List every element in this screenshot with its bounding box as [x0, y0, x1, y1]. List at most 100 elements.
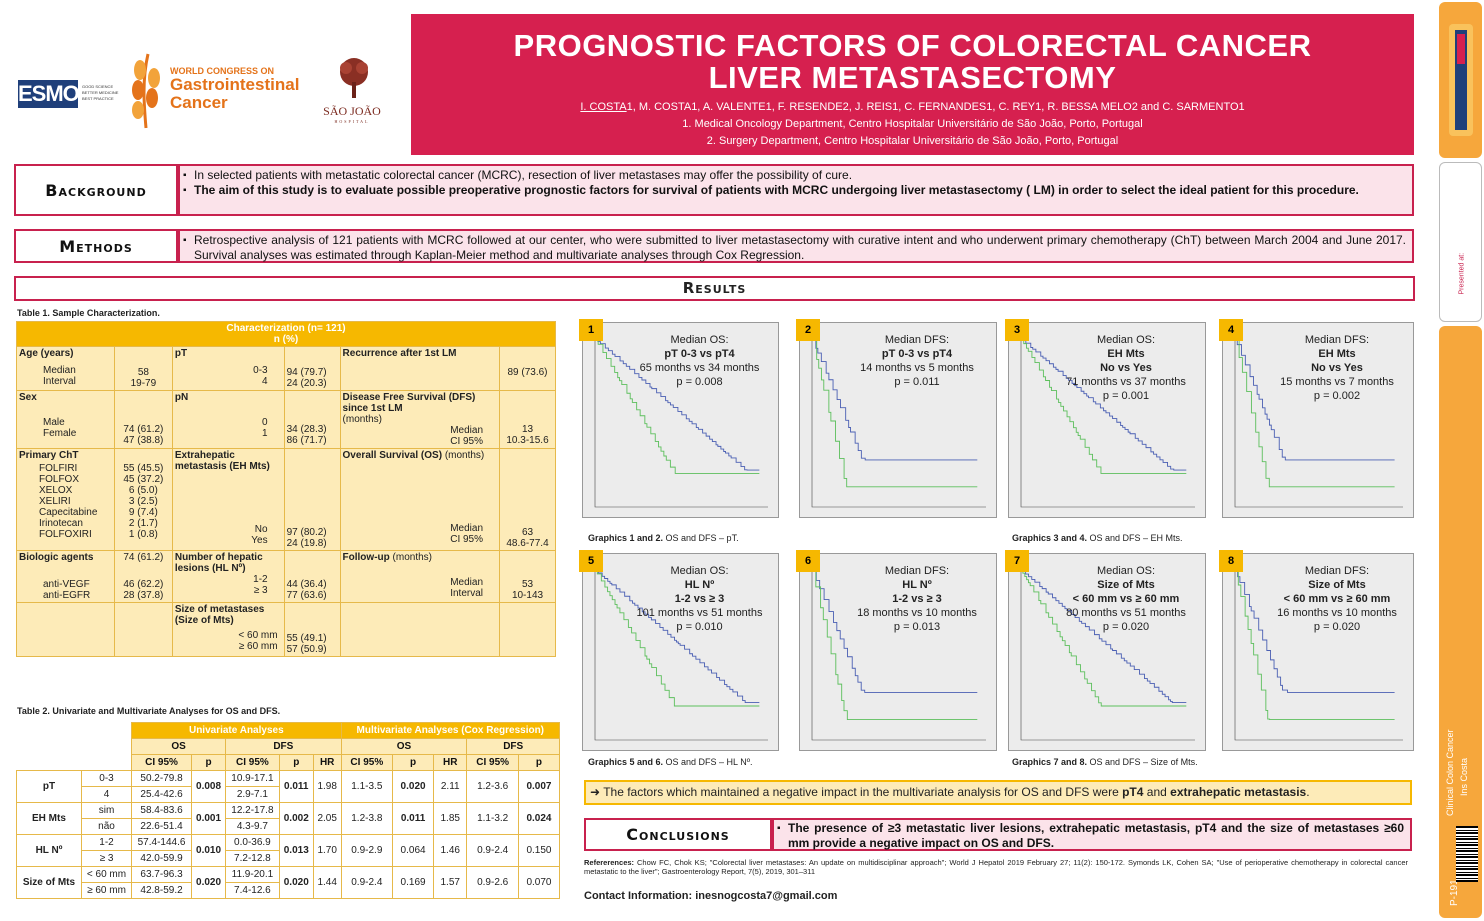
graph-number-badge: 1: [579, 319, 603, 341]
chart-axes: [594, 337, 768, 508]
table-row: 4 25.4-42.6 2.9-7.1: [17, 786, 560, 803]
table2: Univariate Analyses Multivariate Analyse…: [16, 722, 561, 899]
km-chart-6: 6 Median DFS: HL Nº 1-2 vs ≥ 3 18 months vs …: [796, 550, 997, 751]
km-curve-unfavorable: [1021, 338, 1187, 474]
km-chart-4: 4 Median DFS: EH Mts No vs Yes 15 months vs …: [1219, 319, 1414, 518]
chart-axes: [594, 568, 768, 741]
results-header: Results: [14, 276, 1415, 301]
barcode: [1456, 826, 1478, 882]
km-curve-favorable: [595, 569, 760, 704]
km-chart-3: 3 Median OS: EH Mts No vs Yes 71 months vs 3…: [1005, 319, 1206, 518]
chart-axes: [1234, 568, 1403, 741]
graph-annotation: Median OS: Size of Mts < 60 mm vs ≥ 60 mm 8…: [1066, 565, 1186, 633]
table-row: Size of Mts < 60 mm 63.7-96.3 0.020 11.9-20.…: [16, 866, 561, 899]
km-chart-2: 2 Median DFS: pT 0-3 vs pT4 14 months vs 5 …: [796, 319, 997, 518]
graph-number-badge: 3: [1005, 319, 1029, 341]
authors: I. COSTA1, M. COSTA1, A. VALENTE1, F. RE…: [580, 101, 1245, 113]
side-info-strip: Clinical Colon Cancer Ins Costa P-191: [1439, 326, 1482, 918]
table1-caption: Table 1. Sample Characterization.: [17, 308, 160, 318]
km-chart-8: 8 Median DFS: Size of Mts < 60 mm vs ≥ 60 m…: [1219, 550, 1414, 751]
graph-annotation: Median DFS: HL Nº 1-2 vs ≥ 3 18 months vs 1…: [857, 565, 977, 633]
conclusions-body: The presence of ≥3 metastatic liver lesi…: [772, 818, 1412, 851]
graph-annotation: Median OS: HL Nº 1-2 vs ≥ 3 101 months vs 5…: [636, 565, 763, 633]
hospital-name: SÃO JOÃO HOSPITAL: [323, 104, 381, 124]
table-row: não 22.6-51.4 4.3-9.7: [17, 818, 560, 835]
table-row: HL Nº 1-2 57.4-144.6 0.010 0.0-36.9 0.013 1.70…: [16, 834, 561, 867]
chart-axes: [1020, 337, 1195, 508]
congress-line2: Cancer: [170, 93, 228, 112]
km-chart-5: 5 Median OS: HL Nº 1-2 vs ≥ 3 101 months vs …: [579, 550, 779, 751]
graph-number-badge: 7: [1005, 550, 1029, 572]
table-row: Biologic agents anti-VEGF anti-EGFR 74 (6…: [16, 550, 556, 603]
graph-caption-78: Graphics 7 and 8. OS and DFS – Size of M…: [1012, 757, 1198, 767]
contact-info: Contact Information: inesnogcosta7@gmail…: [584, 890, 838, 902]
logos: ESMO GOOD SCIENCE BETTER MEDICINE BEST P…: [18, 48, 381, 133]
graph-annotation: Median DFS: pT 0-3 vs pT4 14 months vs 5 m…: [860, 334, 974, 388]
arrow-right-icon: ➜: [590, 785, 601, 799]
graph-number-badge: 6: [796, 550, 820, 572]
km-curve-unfavorable: [812, 569, 978, 721]
methods-body: Retrospective analysis of 121 patients w…: [178, 229, 1414, 263]
poster-title-line1: PROGNOSTIC FACTORS OF COLORECTAL CANCER: [513, 28, 1312, 63]
km-curve-unfavorable: [595, 569, 760, 707]
table-row: Sex Male Female 74 (61.2) 47 (38.8) pN 0 1…: [16, 390, 556, 449]
km-curve-favorable: [812, 569, 978, 693]
km-curve-favorable: [1235, 569, 1395, 693]
poster-session-online-logo: [1439, 2, 1482, 158]
esmo-logo: ESMO: [18, 80, 80, 108]
table2-caption: Table 2. Univariate and Multivariate Ana…: [17, 706, 281, 716]
km-curve-favorable: [595, 338, 760, 471]
km-chart-7: 7 Median OS: Size of Mts < 60 mm vs ≥ 60 mm…: [1005, 550, 1206, 751]
table-row: EH Mts sim 58.4-83.6 0.001 12.2-17.8 0.002 2.0…: [16, 802, 561, 835]
congress-small: WORLD CONGRESS ON: [170, 66, 275, 76]
congress-line1: Gastrointestinal: [170, 75, 300, 94]
graph-annotation: Median OS: pT 0-3 vs pT4 65 months vs 34 m…: [639, 334, 760, 388]
title-banner: PROGNOSTIC FACTORS OF COLORECTAL CANCER …: [411, 14, 1414, 155]
graph-caption-12: Graphics 1 and 2. OS and DFS – pT.: [588, 533, 739, 543]
km-curve-favorable: [1021, 338, 1187, 471]
km-curve-favorable: [1235, 338, 1395, 461]
km-curve-favorable: [812, 338, 978, 461]
graph-annotation: Median DFS: EH Mts No vs Yes 15 months vs 7…: [1280, 334, 1394, 402]
km-curve-unfavorable: [595, 338, 760, 474]
key-finding: ➜ The factors which maintained a negativ…: [584, 780, 1412, 805]
km-curve-unfavorable: [1021, 569, 1187, 707]
chart-axes: [1234, 337, 1403, 508]
km-curve-unfavorable: [1235, 338, 1395, 488]
affiliation-2: 2. Surgery Department, Centro Hospitalar…: [706, 135, 1119, 147]
presented-at: Presented at:: [1439, 162, 1482, 322]
affiliation-1: 1. Medical Oncology Department, Centro H…: [682, 118, 1143, 130]
graph-number-badge: 4: [1219, 319, 1243, 341]
km-curve-favorable: [1021, 569, 1187, 704]
table1-header: Characterization (n= 121) n (%): [16, 321, 556, 347]
km-curve-unfavorable: [1235, 569, 1395, 721]
table-row: ≥ 60 mm 42.8-59.2 7.4-12.6: [17, 882, 560, 899]
km-curve-unfavorable: [812, 338, 978, 488]
chart-axes: [811, 337, 986, 508]
table-row: Age (years) Median Interval 58 19-79 pT 0-…: [16, 346, 556, 391]
wheat-icon: [132, 53, 160, 129]
table1: Characterization (n= 121) n (%) Age (year…: [16, 321, 556, 657]
graph-annotation: Median DFS: Size of Mts < 60 mm vs ≥ 60 mm…: [1277, 565, 1397, 633]
table-row: Size of metastases (Size of Mts) < 60 mm …: [16, 602, 556, 657]
poster-title-line2: LIVER METASTASECTOMY: [708, 60, 1117, 95]
methods-label: Methods: [14, 229, 178, 263]
chart-axes: [811, 568, 986, 741]
chart-axes: [1020, 568, 1195, 741]
km-chart-1: 1 Median OS: pT 0-3 vs pT4 65 months vs 34 …: [579, 319, 779, 518]
graph-number-badge: 5: [579, 550, 603, 572]
background-label: Background: [14, 164, 178, 216]
graph-caption-56: Graphics 5 and 6. OS and DFS – HL Nº.: [588, 757, 753, 767]
references: Refererences: Chow FC, Chok KS; "Colorec…: [584, 858, 1408, 876]
graph-annotation: Median OS: EH Mts No vs Yes 71 months vs 37…: [1066, 334, 1186, 402]
conclusions-label: Conclusions: [584, 818, 772, 851]
graph-number-badge: 8: [1219, 550, 1243, 572]
table-row: pT 0-3 50.2-79.8 0.008 10.9-17.1 0.011 1.98 1.1…: [16, 770, 561, 803]
graph-caption-34: Graphics 3 and 4. OS and DFS – EH Mts.: [1012, 533, 1183, 543]
table-row: Primary ChT FOLFIRI FOLFOX XELOX XELIRI C…: [16, 448, 556, 551]
background-body: In selected patients with metastatic col…: [178, 164, 1414, 216]
esmo-tagline: GOOD SCIENCE BETTER MEDICINE BEST PRACTI…: [82, 84, 119, 101]
tree-icon: [340, 58, 368, 98]
poster-logo-icon: [1449, 24, 1473, 136]
